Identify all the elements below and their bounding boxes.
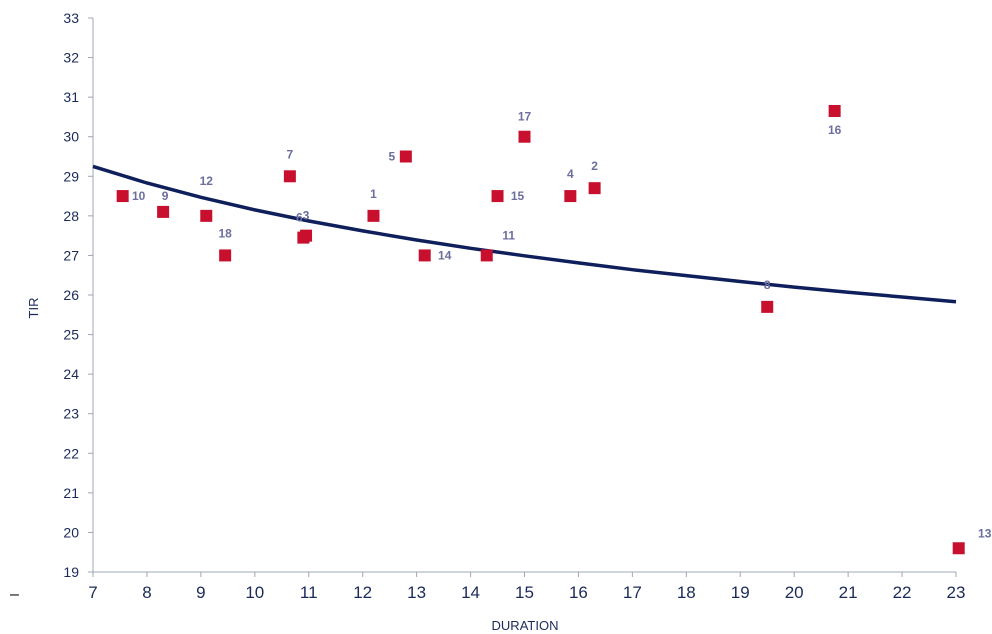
y-tick-label: 22 <box>63 445 79 461</box>
y-tick-label: 23 <box>63 406 79 422</box>
point-label-7: 7 <box>287 147 294 161</box>
x-tick-label: 8 <box>142 583 151 602</box>
x-tick-label: 12 <box>353 583 372 602</box>
data-point-8 <box>761 300 774 313</box>
data-point-10 <box>116 190 129 203</box>
data-point-17 <box>518 130 531 143</box>
y-axis-ticks: 19 20 21 22 23 24 25 26 27 28 29 30 31 32 33 <box>63 10 93 580</box>
data-point-16 <box>828 104 841 117</box>
data-point-11 <box>480 249 493 262</box>
data-point-15 <box>491 190 504 203</box>
y-tick-label: 20 <box>63 524 79 540</box>
point-label-16: 16 <box>828 123 842 137</box>
y-axis-label: TIR <box>26 298 41 319</box>
x-tick-label: 13 <box>407 583 426 602</box>
data-point-5 <box>399 150 412 163</box>
y-tick-label: 25 <box>63 327 79 343</box>
x-tick-label: 10 <box>245 583 264 602</box>
point-label-15: 15 <box>511 189 525 203</box>
point-label-1: 1 <box>370 187 377 201</box>
y-tick-label: 26 <box>63 287 79 303</box>
x-tick-label: 18 <box>677 583 696 602</box>
axes <box>92 18 956 573</box>
x-tick-label: 23 <box>947 583 966 602</box>
x-axis-label: DURATION <box>492 618 559 633</box>
y-tick-label: 32 <box>63 50 79 66</box>
point-label-17: 17 <box>518 110 532 124</box>
x-tick-label: 9 <box>196 583 205 602</box>
x-tick-label: 20 <box>785 583 804 602</box>
y-tick-label: 30 <box>63 129 79 145</box>
point-label-5: 5 <box>388 150 395 164</box>
data-point-14 <box>418 249 431 262</box>
point-label-3: 3 <box>303 209 310 223</box>
data-points <box>116 104 965 555</box>
data-point-1 <box>367 209 380 222</box>
point-label-2: 2 <box>591 159 598 173</box>
data-point-4 <box>564 190 577 203</box>
y-tick-label: 19 <box>63 564 79 580</box>
y-tick-label: 27 <box>63 247 79 263</box>
x-tick-label: 22 <box>893 583 912 602</box>
x-tick-label: 16 <box>569 583 588 602</box>
point-label-6: 6 <box>296 211 303 225</box>
data-point-9 <box>157 205 170 218</box>
data-point-12 <box>200 209 213 222</box>
y-tick-label: 28 <box>63 208 79 224</box>
trendline <box>92 164 957 304</box>
data-point-3 <box>300 229 313 242</box>
x-tick-label: 15 <box>515 583 534 602</box>
x-tick-label: 14 <box>461 583 480 602</box>
y-tick-label: 21 <box>63 485 79 501</box>
point-label-12: 12 <box>200 174 214 188</box>
data-point-13 <box>952 542 965 555</box>
point-label-13: 13 <box>978 526 992 540</box>
x-tick-label: 21 <box>839 583 858 602</box>
data-point-2 <box>588 182 601 195</box>
x-tick-label: 7 <box>88 583 97 602</box>
x-axis-ticks: 7 8 9 10 11 12 13 14 15 16 17 18 19 20 21 22 23 <box>88 572 965 602</box>
point-label-8: 8 <box>764 278 771 292</box>
y-tick-label: 24 <box>63 366 79 382</box>
point-label-10: 10 <box>132 189 146 203</box>
x-tick-label: 11 <box>300 583 318 602</box>
point-label-14: 14 <box>438 248 452 262</box>
point-label-9: 9 <box>162 189 169 203</box>
point-label-4: 4 <box>567 167 574 181</box>
point-label-18: 18 <box>218 226 232 240</box>
y-tick-label: 33 <box>63 10 79 26</box>
stray-dash-mark: – <box>10 586 19 603</box>
data-point-7 <box>283 170 296 183</box>
point-label-11: 11 <box>502 228 515 242</box>
data-point-18 <box>219 249 232 262</box>
y-tick-label: 31 <box>63 89 79 105</box>
y-tick-label: 29 <box>63 168 79 184</box>
x-tick-label: 19 <box>731 583 750 602</box>
x-tick-label: 17 <box>623 583 642 602</box>
